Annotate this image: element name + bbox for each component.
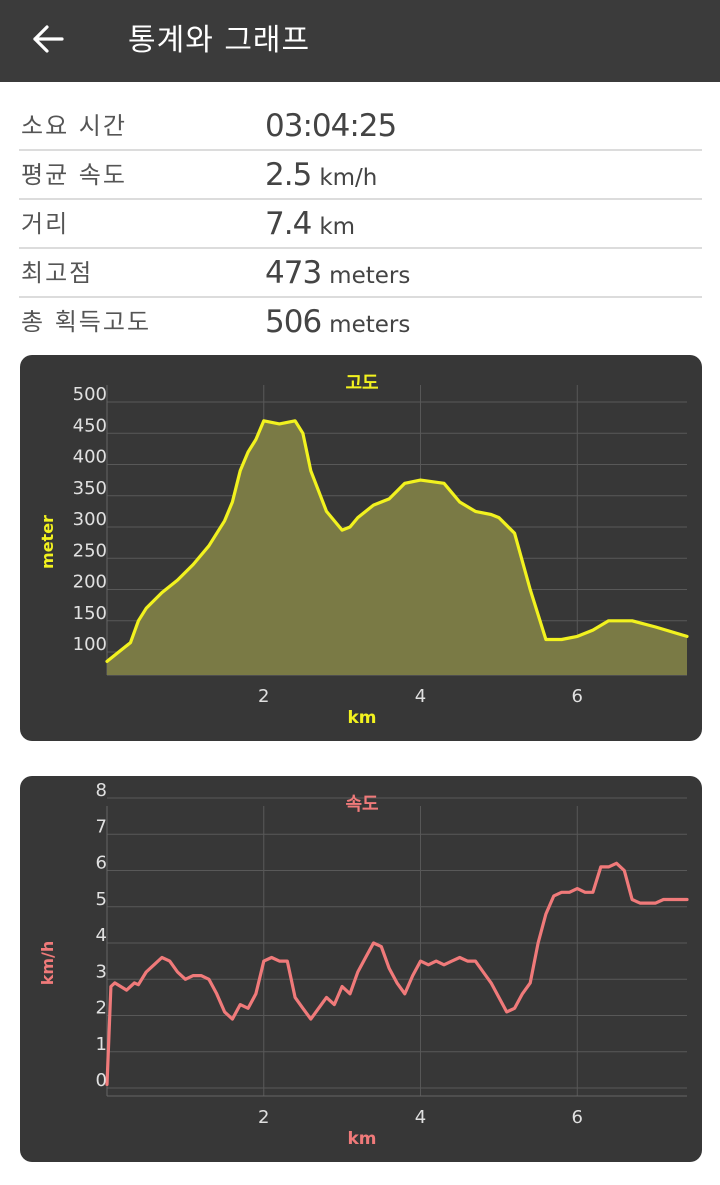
y-tick-label: 3 xyxy=(96,961,107,982)
x-tick-label: 2 xyxy=(258,686,269,707)
back-button[interactable] xyxy=(20,14,76,68)
stats-list: 소요 시간 03:04:25 평균 속도 2.5 km/h 거리 7.4 km 최고… xyxy=(19,102,702,345)
stat-value: 506 meters xyxy=(265,304,410,340)
y-tick-label: 2 xyxy=(96,998,107,1019)
x-axis-title: km xyxy=(347,1129,376,1149)
y-axis-title: meter xyxy=(38,515,57,569)
stat-number: 03:04:25 xyxy=(265,108,397,144)
y-tick-label: 200 xyxy=(73,572,107,593)
x-axis-title: km xyxy=(347,708,376,728)
y-tick-label: 350 xyxy=(73,478,107,499)
y-tick-label: 6 xyxy=(96,853,107,874)
y-tick-label: 4 xyxy=(96,925,107,946)
y-axis-title: km/h xyxy=(38,941,57,986)
page-title: 통계와 그래프 xyxy=(128,23,311,58)
y-tick-label: 5 xyxy=(96,889,107,910)
stat-value: 473 meters xyxy=(265,255,410,291)
y-tick-label: 1 xyxy=(96,1034,107,1055)
y-tick-label: 250 xyxy=(73,540,107,561)
stat-number: 7.4 xyxy=(265,206,312,242)
y-tick-label: 100 xyxy=(73,634,107,655)
stat-unit: meters xyxy=(329,312,411,338)
y-tick-label: 8 xyxy=(96,780,107,801)
y-tick-label: 7 xyxy=(96,816,107,837)
arrow-left-icon xyxy=(31,24,65,58)
stat-label: 소요 시간 xyxy=(21,112,127,140)
x-tick-label: 4 xyxy=(415,686,426,707)
app-bar: 통계와 그래프 xyxy=(0,0,720,82)
stat-value: 2.5 km/h xyxy=(265,157,377,193)
x-tick-label: 4 xyxy=(415,1107,426,1128)
y-tick-label: 150 xyxy=(73,603,107,624)
series-line xyxy=(105,419,689,663)
elevation-chart-card: 2 4 6 100 150 200 250 300 350 400 450 500 고도 km meter xyxy=(20,355,702,741)
stat-row-elevation-gain: 총 획득고도 506 meters xyxy=(19,298,702,345)
y-tick-label: 300 xyxy=(73,509,107,530)
stat-number: 506 xyxy=(265,304,322,340)
stat-unit: meters xyxy=(329,263,411,289)
stat-row-max-altitude: 최고점 473 meters xyxy=(19,249,702,298)
stat-value: 7.4 km xyxy=(265,206,355,242)
speed-chart-card: 2 4 6 0 1 2 3 4 5 6 7 8 속도 km km/h xyxy=(20,776,702,1162)
y-tick-label: 0 xyxy=(96,1070,107,1091)
stat-label: 평균 속도 xyxy=(21,161,127,189)
stat-number: 473 xyxy=(265,255,322,291)
stat-row-avg-speed: 평균 속도 2.5 km/h xyxy=(19,151,702,200)
stat-row-duration: 소요 시간 03:04:25 xyxy=(19,102,702,151)
series-line xyxy=(105,861,689,1086)
stat-label: 총 획득고도 xyxy=(21,308,152,336)
elevation-chart: 2 4 6 100 150 200 250 300 350 400 450 500 고도 km meter xyxy=(38,373,689,728)
stat-label: 거리 xyxy=(21,210,70,238)
chart-title: 고도 xyxy=(345,373,378,394)
chart-title: 속도 xyxy=(345,794,378,815)
stat-value: 03:04:25 xyxy=(265,108,397,144)
x-tick-label: 6 xyxy=(572,1107,583,1128)
stat-unit: km/h xyxy=(319,165,378,191)
stat-unit: km xyxy=(319,214,356,240)
x-tick-label: 6 xyxy=(572,686,583,707)
stat-label: 최고점 xyxy=(21,259,94,287)
stat-row-distance: 거리 7.4 km xyxy=(19,200,702,249)
series-area xyxy=(107,420,687,675)
stat-number: 2.5 xyxy=(265,157,312,193)
y-tick-label: 450 xyxy=(73,415,107,436)
y-tick-label: 500 xyxy=(73,384,107,405)
speed-chart: 2 4 6 0 1 2 3 4 5 6 7 8 속도 km km/h xyxy=(38,780,689,1149)
x-tick-label: 2 xyxy=(258,1107,269,1128)
y-tick-label: 400 xyxy=(73,447,107,468)
